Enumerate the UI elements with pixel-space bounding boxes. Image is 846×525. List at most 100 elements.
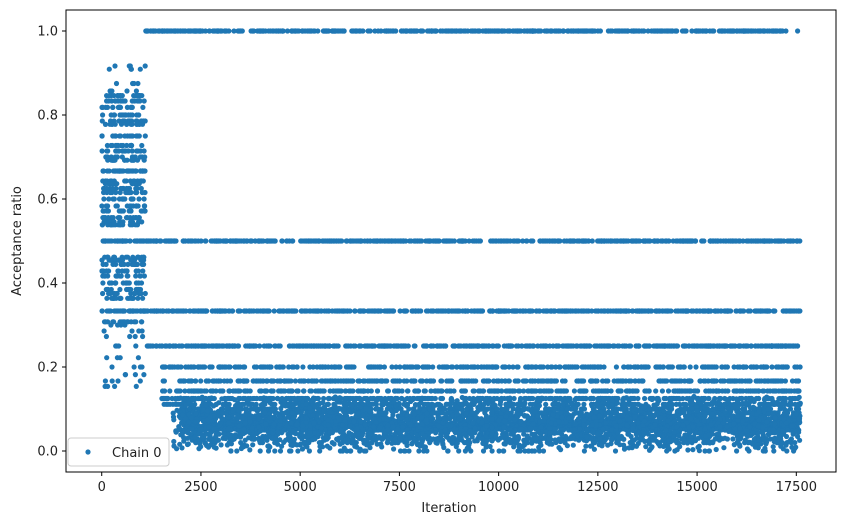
data-point: [299, 28, 305, 34]
data-point: [708, 308, 714, 314]
data-point: [365, 388, 371, 394]
data-point: [655, 28, 661, 34]
data-point: [413, 28, 419, 34]
data-point: [284, 28, 291, 34]
data-point: [208, 238, 214, 244]
data-point: [745, 28, 751, 34]
data-point: [429, 395, 436, 402]
data-point: [117, 286, 123, 293]
data-point: [117, 104, 124, 110]
data-point: [206, 28, 213, 34]
data-point: [235, 308, 241, 314]
data-point: [548, 378, 554, 384]
data-point: [376, 343, 382, 349]
data-point: [315, 395, 321, 402]
data-point: [140, 333, 146, 340]
data-point: [243, 343, 249, 349]
data-point: [757, 238, 764, 244]
data-point: [141, 372, 147, 378]
data-point: [566, 343, 572, 349]
data-point: [419, 378, 425, 384]
data-point: [552, 395, 558, 402]
data-point: [121, 308, 128, 314]
data-point: [203, 238, 209, 244]
data-point: [127, 222, 133, 228]
data-point: [138, 168, 144, 174]
data-point: [133, 273, 139, 279]
data-point: [702, 364, 708, 370]
data-point: [723, 238, 729, 244]
data-point: [136, 280, 142, 286]
data-point: [101, 328, 107, 334]
data-point: [235, 388, 242, 394]
data-point: [178, 378, 184, 384]
data-point: [332, 308, 338, 314]
data-point: [672, 388, 679, 394]
data-point: [397, 308, 403, 314]
data-point: [106, 66, 112, 72]
data-point: [176, 343, 182, 349]
data-point: [388, 343, 394, 349]
data-point: [391, 378, 397, 384]
data-point: [256, 238, 262, 244]
data-point: [142, 133, 148, 139]
data-point: [408, 364, 414, 370]
data-point: [131, 364, 137, 370]
data-point: [251, 364, 258, 370]
data-point: [753, 308, 759, 314]
data-point: [368, 364, 374, 370]
data-point: [643, 364, 649, 370]
data-point: [476, 343, 482, 349]
data-point: [514, 378, 520, 384]
data-point: [459, 388, 465, 394]
data-point: [717, 343, 723, 349]
data-point: [555, 28, 562, 34]
data-point: [689, 28, 695, 34]
data-point: [669, 364, 676, 370]
data-point: [713, 364, 719, 370]
data-point: [110, 261, 116, 267]
data-point: [119, 261, 125, 267]
data-point: [490, 388, 496, 394]
data-point: [486, 343, 492, 349]
data-point: [335, 364, 342, 370]
data-point: [119, 257, 126, 263]
data-point: [494, 343, 500, 349]
data-point: [391, 238, 397, 244]
data-point: [357, 238, 363, 244]
data-point: [747, 308, 753, 314]
data-point: [405, 343, 411, 349]
data-point: [168, 238, 174, 244]
data-point: [486, 378, 492, 384]
data-point: [138, 290, 144, 297]
data-point: [410, 378, 416, 384]
data-point: [182, 238, 188, 244]
data-point: [365, 28, 371, 34]
data-point: [636, 308, 642, 314]
data-point: [496, 378, 502, 384]
data-point: [103, 333, 109, 340]
data-point: [667, 28, 673, 34]
data-point: [589, 308, 595, 314]
data-point: [767, 388, 773, 394]
data-point: [193, 343, 199, 349]
data-point: [496, 238, 502, 244]
data-point: [651, 28, 657, 34]
data-point: [128, 295, 134, 301]
data-point: [135, 355, 141, 361]
data-point: [644, 388, 650, 394]
data-point: [130, 196, 136, 202]
data-point: [481, 378, 487, 384]
data-point: [139, 319, 145, 325]
data-point: [681, 343, 688, 349]
data-point: [779, 378, 785, 384]
data-point: [186, 28, 192, 34]
data-point: [144, 308, 150, 314]
data-point: [99, 203, 105, 209]
data-point: [169, 364, 175, 370]
data-point: [605, 238, 612, 244]
data-point: [535, 378, 542, 384]
data-point: [565, 364, 572, 370]
data-point: [117, 295, 123, 301]
data-point: [230, 238, 236, 244]
